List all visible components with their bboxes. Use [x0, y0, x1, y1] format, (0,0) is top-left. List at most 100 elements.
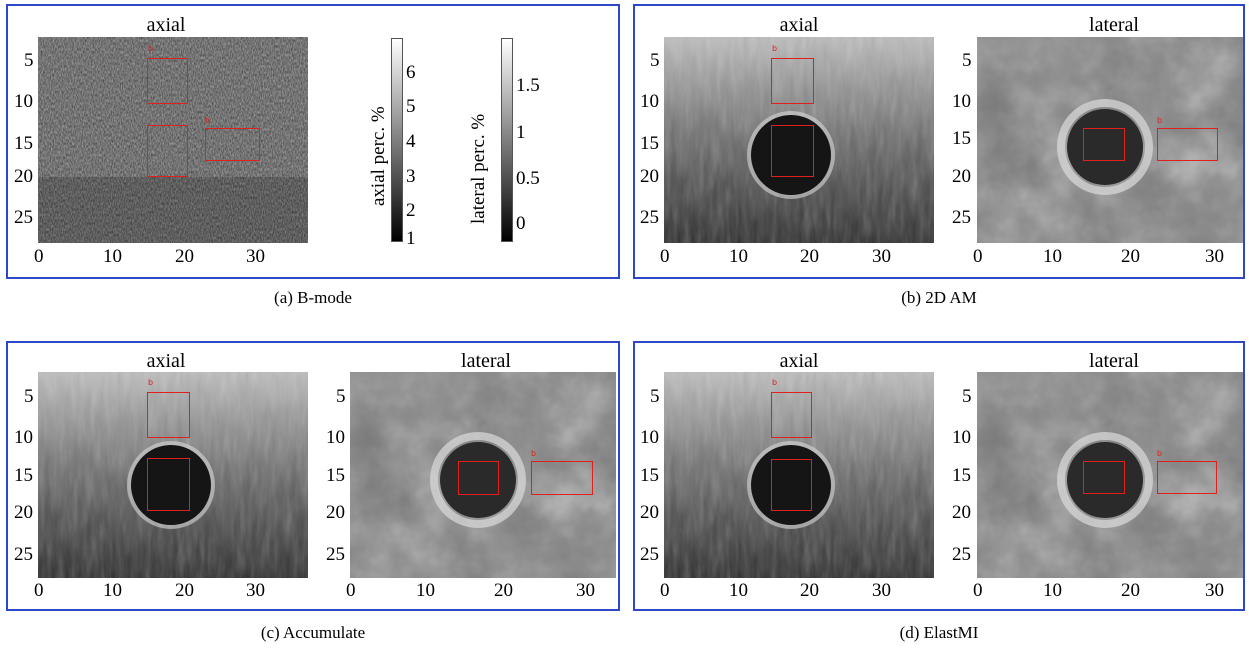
panel-d-roi-lateral-right	[1157, 461, 1217, 494]
colorbar-lateral-tick: 0.5	[516, 168, 540, 189]
panel-c-axial-image	[38, 372, 308, 578]
ytick: 5	[336, 386, 346, 407]
xtick: 0	[973, 580, 983, 601]
xtick: 0	[34, 580, 44, 601]
panel-c-roi-label: b	[148, 378, 154, 387]
ytick: 5	[24, 386, 34, 407]
ytick: 20	[14, 502, 33, 523]
xtick: 10	[1043, 580, 1062, 601]
ytick: 5	[962, 386, 972, 407]
panel-b-roi-label: b	[772, 44, 778, 53]
ytick: 25	[640, 544, 659, 565]
panel-c-roi-axial-inclusion	[147, 458, 190, 511]
panel-d-caption: (d) ElastMI	[899, 623, 979, 642]
panel-d-axial-image	[664, 372, 934, 578]
xtick: 10	[103, 246, 122, 267]
xtick: 30	[872, 246, 891, 267]
panel-a-axial-title: axial	[146, 14, 186, 36]
colorbar-lateral-tick: 0	[516, 213, 526, 234]
ytick: 20	[326, 502, 345, 523]
ytick: 10	[14, 91, 33, 112]
panel-d-roi-label: b	[772, 378, 778, 387]
ytick: 20	[14, 166, 33, 187]
colorbar-axial-tick: 5	[406, 96, 416, 117]
ytick: 10	[640, 427, 659, 448]
panel-b-roi-lateral-inclusion	[1083, 128, 1125, 161]
xtick: 20	[800, 246, 819, 267]
xtick: 0	[973, 246, 983, 267]
ytick: 5	[650, 386, 660, 407]
colorbar-lateral-label: lateral perc. %	[468, 113, 489, 224]
colorbar-axial-tick: 4	[406, 131, 416, 152]
panel-d-roi-axial-inclusion	[771, 459, 812, 511]
ytick: 25	[640, 207, 659, 228]
ytick: 20	[640, 166, 659, 187]
ytick: 5	[650, 50, 660, 71]
ytick: 15	[640, 133, 659, 154]
panel-b-axial-image	[664, 37, 934, 243]
ytick: 15	[14, 465, 33, 486]
panel-a-roi-top	[147, 58, 188, 104]
xtick: 20	[175, 246, 194, 267]
xtick: 10	[103, 580, 122, 601]
ytick: 5	[24, 50, 34, 71]
ytick: 20	[640, 502, 659, 523]
panel-c-axial-title: axial	[146, 350, 186, 372]
panel-b-axial-title: axial	[779, 14, 819, 36]
ytick: 25	[14, 207, 33, 228]
ytick: 10	[326, 427, 345, 448]
panel-d-roi-lateral-inclusion	[1083, 461, 1125, 494]
ytick: 15	[326, 465, 345, 486]
ytick: 20	[952, 502, 971, 523]
panel-c-roi-lateral-inclusion	[458, 461, 499, 495]
ytick: 5	[962, 50, 972, 71]
xtick: 20	[1121, 246, 1140, 267]
ytick: 15	[14, 133, 33, 154]
xtick: 10	[1043, 246, 1062, 267]
panel-c-roi-lateral-right	[531, 461, 593, 495]
panel-d-lateral-image	[977, 372, 1243, 578]
colorbar-axial-tick: 2	[406, 200, 416, 221]
xtick: 30	[246, 246, 265, 267]
panel-a-roi-inclusion	[147, 125, 188, 177]
ytick: 25	[952, 207, 971, 228]
xtick: 0	[34, 246, 44, 267]
colorbar-axial-tick: 6	[406, 62, 416, 83]
panel-c-lateral-image	[350, 372, 616, 578]
ytick: 25	[326, 544, 345, 565]
ytick: 10	[14, 427, 33, 448]
panel-b-roi-axial-top	[771, 58, 814, 104]
ytick: 10	[952, 91, 971, 112]
xtick: 30	[576, 580, 595, 601]
xtick: 0	[346, 580, 356, 601]
panel-c-caption: (c) Accumulate	[260, 623, 366, 642]
xtick: 30	[1205, 246, 1224, 267]
ytick: 25	[14, 544, 33, 565]
panel-a-roi-label-top: b	[148, 44, 154, 53]
colorbar-axial-tick: 3	[406, 166, 416, 187]
xtick: 10	[416, 580, 435, 601]
panel-a-roi-label-right: b	[205, 116, 211, 125]
ytick: 25	[952, 544, 971, 565]
ytick: 15	[640, 465, 659, 486]
xtick: 20	[175, 580, 194, 601]
xtick: 20	[1121, 580, 1140, 601]
panel-c-roi-label-lateral: b	[531, 449, 537, 458]
xtick: 30	[1205, 580, 1224, 601]
panel-d-roi-axial-top	[771, 392, 812, 438]
xtick: 20	[800, 580, 819, 601]
panel-b-lateral-title: lateral	[1089, 14, 1139, 36]
panel-b-roi-axial-inclusion	[771, 125, 814, 177]
panel-a-roi-right	[205, 128, 260, 161]
panel-a-caption: (a) B-mode	[274, 288, 352, 307]
colorbar-lateral	[501, 38, 513, 242]
panel-b-roi-lateral-right	[1157, 128, 1218, 161]
colorbar-axial	[391, 38, 403, 242]
ytick: 20	[952, 166, 971, 187]
xtick: 30	[872, 580, 891, 601]
ytick: 15	[952, 128, 971, 149]
panel-b-roi-label-lateral: b	[1157, 116, 1163, 125]
ytick: 10	[952, 427, 971, 448]
xtick: 10	[729, 580, 748, 601]
ytick: 10	[640, 91, 659, 112]
